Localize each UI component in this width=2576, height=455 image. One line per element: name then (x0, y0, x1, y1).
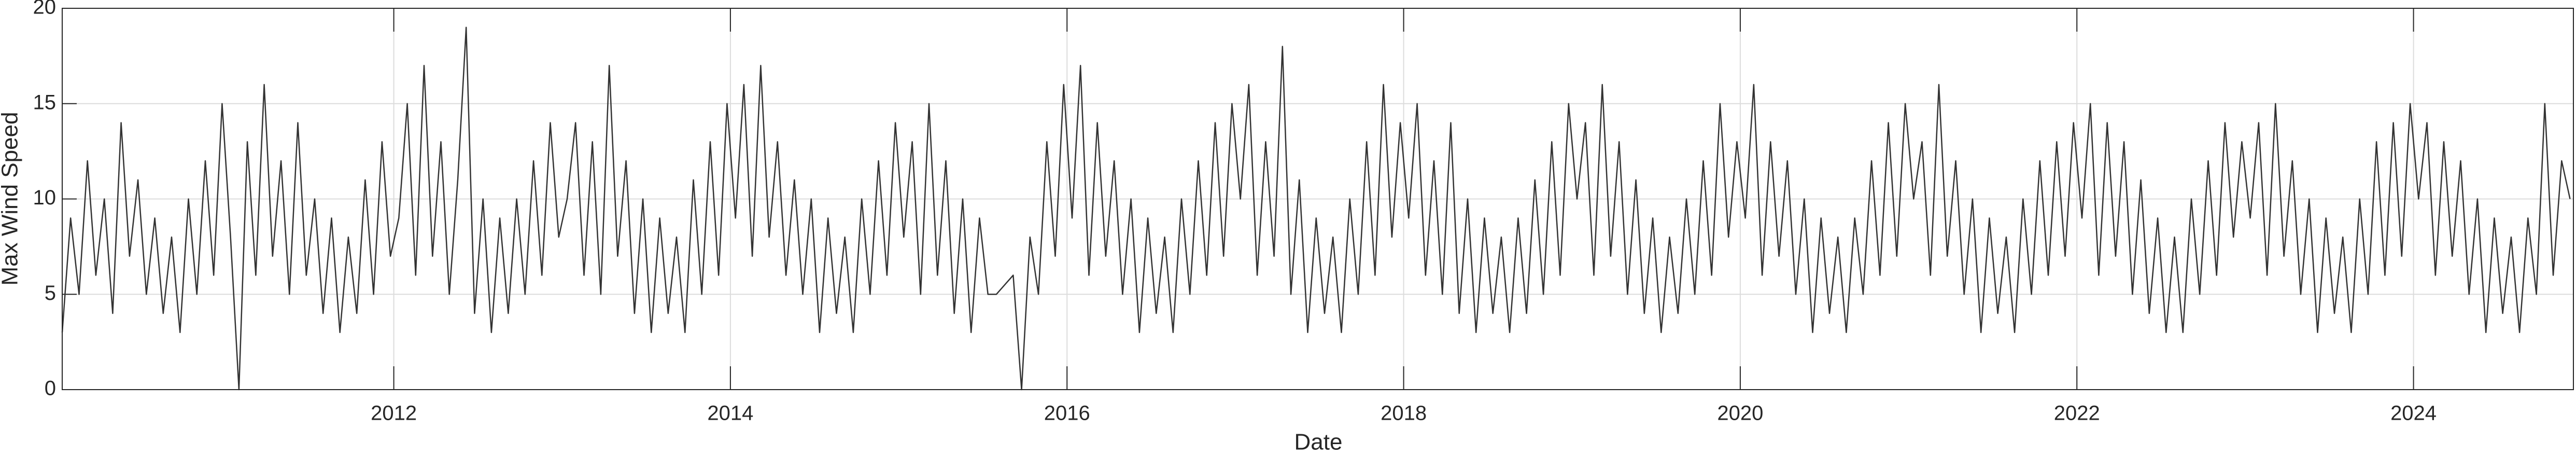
x-axis-label: Date (1294, 430, 1343, 455)
x-tick-label: 2022 (2054, 402, 2100, 425)
y-tick-label: 10 (33, 186, 57, 209)
y-tick-label: 15 (33, 91, 57, 114)
x-tick-label: 2024 (2390, 402, 2437, 425)
y-tick-label: 0 (45, 377, 56, 400)
y-tick-label: 5 (45, 282, 56, 305)
plot-frame (62, 8, 2574, 390)
x-tick-label: 2014 (707, 402, 753, 425)
data-line (61, 26, 2571, 391)
x-tick-label: 2020 (1717, 402, 1763, 425)
y-axis-label: Max Wind Speed (0, 112, 23, 285)
x-tick-label: 2012 (371, 402, 417, 425)
x-tick-label: 2018 (1381, 402, 1427, 425)
x-tick-label: 2016 (1044, 402, 1090, 425)
y-tick-label: 20 (33, 0, 57, 19)
